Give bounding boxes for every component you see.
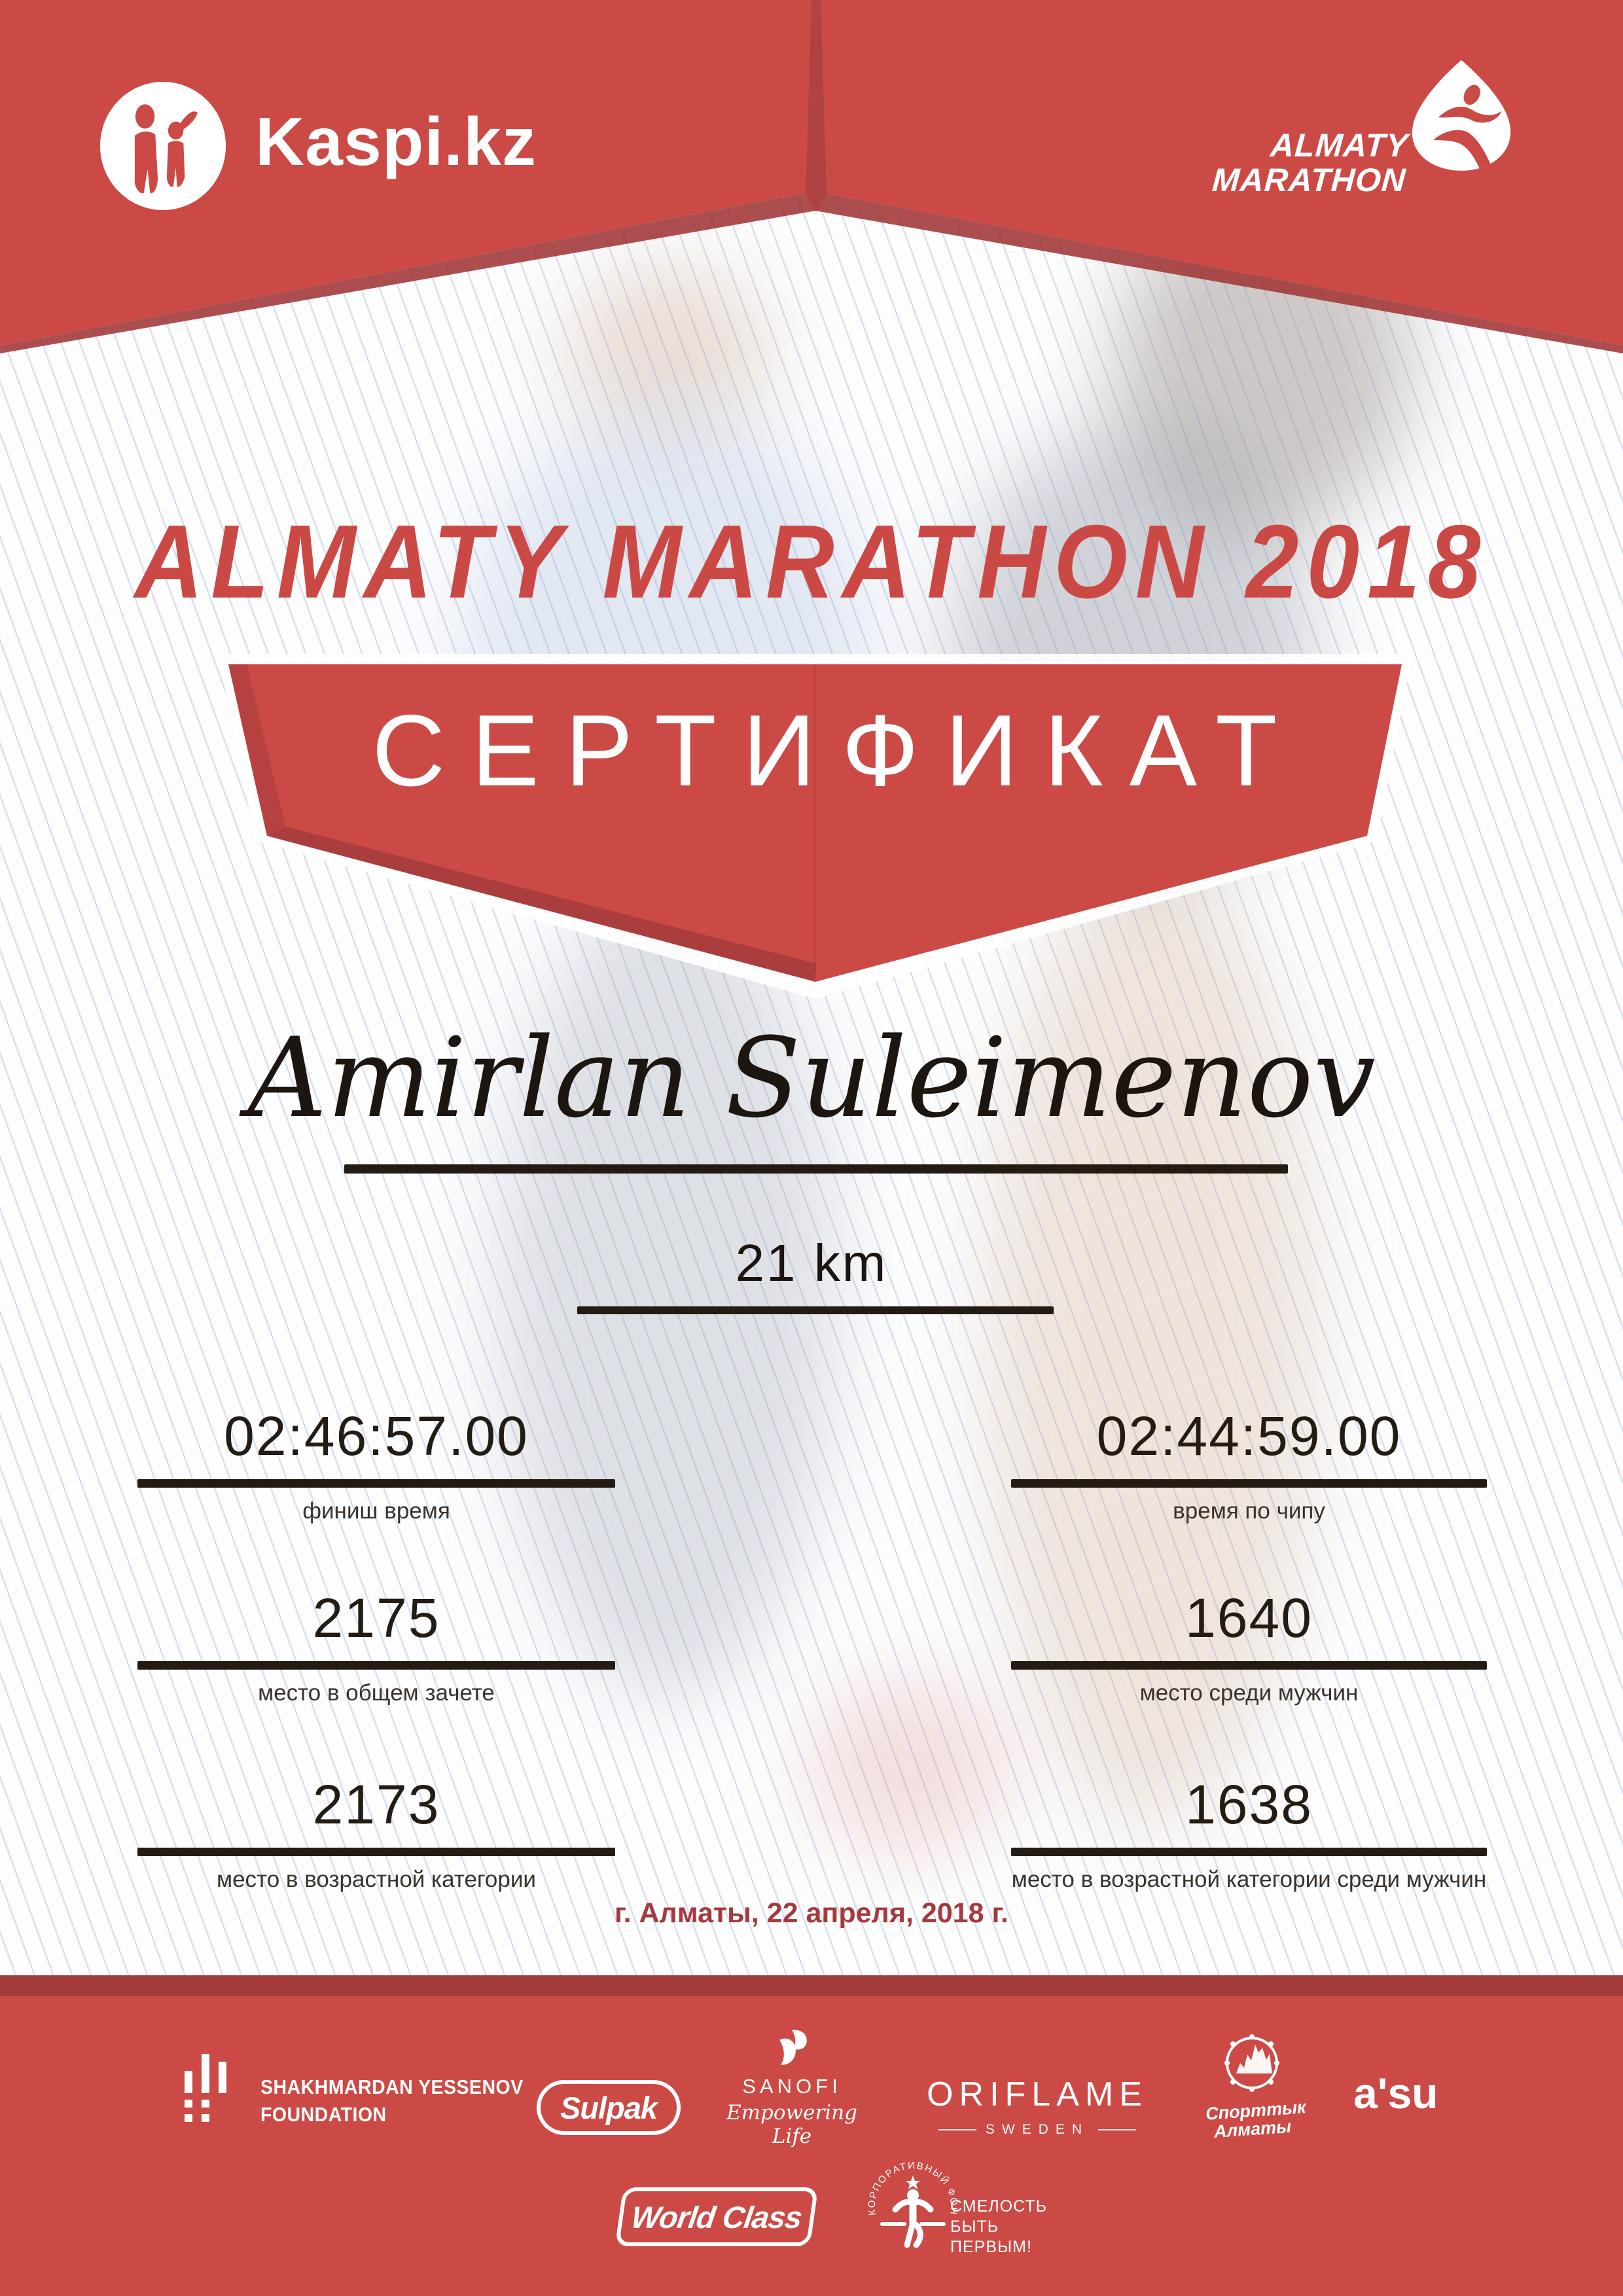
sport-almaty-text: Спорттык Алматы xyxy=(1205,2097,1306,2142)
stat-chip-time: 02:44:59.00 время по чипу xyxy=(1011,1398,1487,1524)
recipient-name: Amirlan Suleimenov xyxy=(247,1014,1376,1142)
oriflame-country: SWEDEN xyxy=(985,2122,1090,2137)
yessenov-line2: FOUNDATION xyxy=(260,2103,387,2126)
sponsor-sanofi: SANOFI Empowering Life xyxy=(726,2028,857,2148)
event-logo-line2: MARATHON xyxy=(1211,162,1408,198)
fund-slogan-line3: ПЕРВЫМ! xyxy=(950,2238,1032,2256)
sport-almaty-emblem-icon xyxy=(1224,2034,1279,2092)
certificate-badge xyxy=(218,654,1412,999)
stat-underline xyxy=(1011,1661,1487,1670)
event-logo-line1: ALMATY xyxy=(1269,127,1410,164)
page-title: ALMATY MARATHON 2018 xyxy=(134,503,1489,620)
stat-label: место в возрастной категории среди мужчи… xyxy=(1011,1867,1487,1892)
oriflame-rule-right xyxy=(1098,2129,1137,2130)
stat-value: 02:46:57.00 xyxy=(224,1405,529,1467)
footer-divider-bar xyxy=(0,1975,1623,1996)
stat-label: время по чипу xyxy=(1173,1498,1325,1524)
certificate-label: СЕРТИФИКАТ xyxy=(372,694,1304,807)
stat-underline xyxy=(137,1661,615,1670)
stat-finish-time: 02:46:57.00 финиш время xyxy=(137,1398,615,1524)
stat-label: место в возрастной категории xyxy=(217,1867,536,1892)
event-logo-text: ALMATY MARATHON xyxy=(1012,127,1410,198)
sponsor-yessenov-foundation: SHAKHMARDAN YESSENOV FOUNDATION xyxy=(260,2073,524,2128)
stat-value: 2173 xyxy=(312,1774,440,1835)
fund-slogan: СМЕЛОСТЬ БЫТЬ ПЕРВЫМ! xyxy=(950,2197,1047,2257)
sanofi-label: SANOFI xyxy=(742,2075,842,2098)
stat-underline xyxy=(1011,1479,1487,1488)
stat-men-place: 1640 место среди мужчин xyxy=(1011,1580,1487,1706)
world-class-label: World Class xyxy=(629,2199,804,2234)
marathon-runner-drop-icon xyxy=(1412,60,1511,171)
race-distance: 21 km xyxy=(735,1234,888,1292)
sanofi-bird-icon xyxy=(779,2030,807,2065)
kaspi-logo-text: Kaspi.kz xyxy=(255,104,537,180)
stat-label: финиш время xyxy=(302,1498,450,1524)
fund-slogan-line2: БЫТЬ xyxy=(950,2217,999,2236)
stat-label: место среди мужчин xyxy=(1139,1680,1359,1706)
stat-value: 2175 xyxy=(312,1587,440,1649)
oriflame-rule-left xyxy=(938,2129,976,2130)
sulpak-label: Sulpak xyxy=(560,2090,658,2125)
sponsor-oriflame: ORIFLAME SWEDEN xyxy=(916,2075,1158,2138)
yessenov-grid-icon xyxy=(185,2054,226,2122)
sponsor-asu: a'su xyxy=(1353,2069,1438,2117)
fund-slogan-line1: СМЕЛОСТЬ xyxy=(950,2197,1048,2215)
photo-blob xyxy=(805,1676,1014,1859)
stat-overall-place: 2175 место в общем зачете xyxy=(137,1580,615,1706)
sponsor-world-class: World Class xyxy=(615,2187,819,2246)
kaspi-figures-icon xyxy=(99,82,226,210)
oriflame-label: ORIFLAME xyxy=(927,2075,1148,2113)
photo-blob xyxy=(497,884,838,1702)
stat-value: 1640 xyxy=(1185,1587,1313,1649)
fund-runner-icon: КОРПОРАТИВНЫЙ ФОНД xyxy=(864,2159,958,2248)
name-underline xyxy=(344,1164,1288,1174)
sponsor-sulpak: Sulpak xyxy=(537,2080,681,2135)
stat-value: 02:44:59.00 xyxy=(1096,1405,1402,1467)
stat-underline xyxy=(1011,1848,1487,1856)
sanofi-tagline: Empowering Life xyxy=(726,2101,857,2148)
yessenov-line1: SHAKHMARDAN YESSENOV xyxy=(260,2075,524,2098)
distance-underline xyxy=(577,1306,1054,1314)
stat-underline xyxy=(137,1479,615,1488)
header-banner xyxy=(0,0,1623,353)
sponsor-sport-almaty: Спорттык Алматы xyxy=(1205,2032,1307,2142)
footer-band xyxy=(0,1996,1623,2296)
stat-age-men-place: 1638 место в возрастной категории среди … xyxy=(1011,1767,1487,1893)
stat-value: 1638 xyxy=(1185,1774,1313,1835)
stat-age-place: 2173 место в возрастной категории xyxy=(137,1767,615,1893)
stat-label: место в общем зачете xyxy=(258,1680,495,1706)
stat-underline xyxy=(137,1848,615,1856)
event-date-location: г. Алматы, 22 апреля, 2018 г. xyxy=(615,1897,1008,1929)
